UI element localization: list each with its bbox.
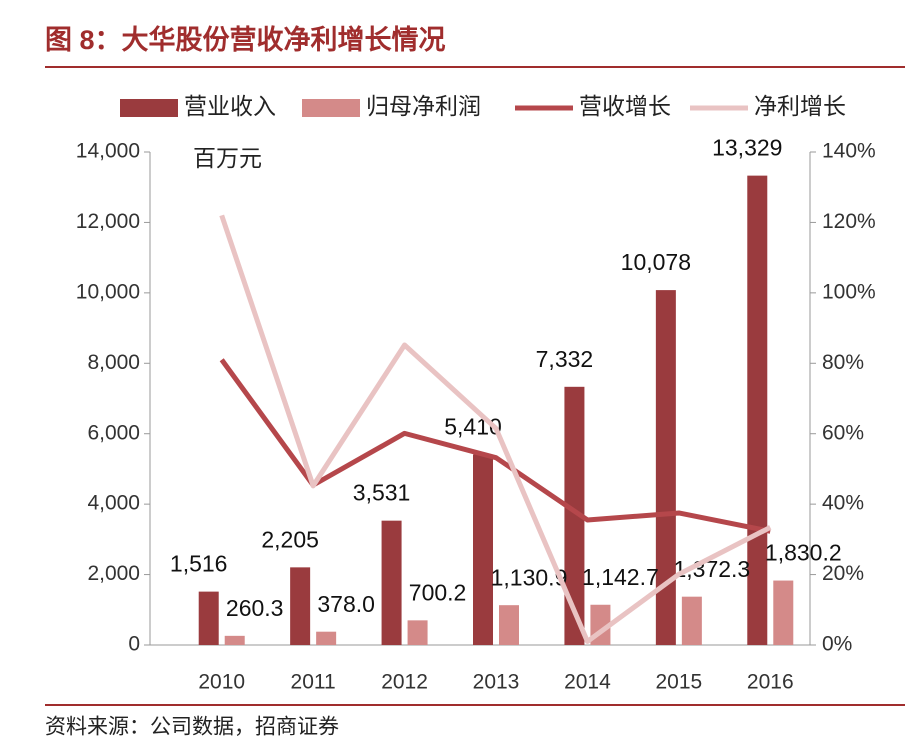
line-series — [219, 214, 772, 644]
value-label: 1,142.7 — [582, 564, 659, 590]
y2-tick-label: 0% — [822, 633, 852, 656]
x-tick-label: 2015 — [655, 671, 702, 694]
x-tick-label: 2011 — [291, 671, 336, 694]
source-note: 资料来源：公司数据，招商证券 — [45, 716, 339, 739]
y-tick-label: 12,000 — [76, 210, 140, 233]
bar — [224, 635, 245, 645]
value-label: 7,332 — [536, 346, 594, 372]
y-tick-label: 4,000 — [87, 492, 140, 515]
y-tick-label: 0 — [128, 633, 140, 656]
line-series — [219, 358, 771, 534]
x-tick-label: 2014 — [564, 671, 611, 694]
legend-swatch — [302, 99, 360, 117]
chart-title: 图 8：大华股份营收净利增长情况 — [45, 24, 446, 55]
value-label: 260.3 — [226, 595, 284, 621]
bar — [499, 605, 519, 645]
x-tick-label: 2016 — [747, 671, 794, 694]
y-tick-label: 2,000 — [87, 562, 140, 585]
legend-label: 归母净利润 — [366, 93, 481, 119]
legend-swatch — [120, 99, 178, 117]
y-tick-label: 14,000 — [76, 140, 140, 163]
legend-label: 营收增长 — [579, 93, 671, 119]
bar — [407, 620, 428, 645]
y2-tick-label: 140% — [822, 140, 876, 163]
unit-label: 百万元 — [193, 145, 262, 171]
y2-tick-label: 80% — [822, 351, 864, 374]
bar — [681, 596, 702, 645]
value-label: 2,205 — [261, 526, 319, 552]
y2-tick-label: 40% — [822, 492, 864, 515]
value-label: 1,830.2 — [765, 540, 842, 566]
y-tick-label: 8,000 — [87, 351, 140, 374]
value-label: 3,531 — [353, 480, 411, 506]
bar — [655, 290, 676, 645]
value-label: 700.2 — [409, 579, 467, 605]
bar — [381, 520, 402, 645]
legend-label: 净利增长 — [754, 93, 846, 119]
bar — [290, 567, 311, 645]
value-label: 13,329 — [712, 135, 782, 161]
y2-tick-label: 60% — [822, 421, 864, 444]
value-label: 1,516 — [170, 551, 228, 577]
bar — [198, 591, 219, 645]
bar — [564, 386, 585, 645]
y2-tick-label: 120% — [822, 210, 876, 233]
bar — [773, 580, 794, 645]
x-tick-label: 2013 — [473, 671, 520, 694]
bar — [747, 175, 768, 645]
legend-label: 营业收入 — [184, 93, 276, 119]
value-label: 378.0 — [317, 591, 375, 617]
bar — [473, 454, 493, 645]
value-label: 10,078 — [621, 249, 691, 275]
y2-tick-label: 100% — [822, 280, 876, 303]
y2-tick-label: 20% — [822, 562, 864, 585]
x-tick-label: 2012 — [381, 671, 428, 694]
bar — [316, 631, 337, 645]
y-tick-label: 6,000 — [87, 421, 140, 444]
x-tick-label: 2010 — [198, 671, 245, 694]
y-tick-label: 10,000 — [76, 280, 140, 303]
